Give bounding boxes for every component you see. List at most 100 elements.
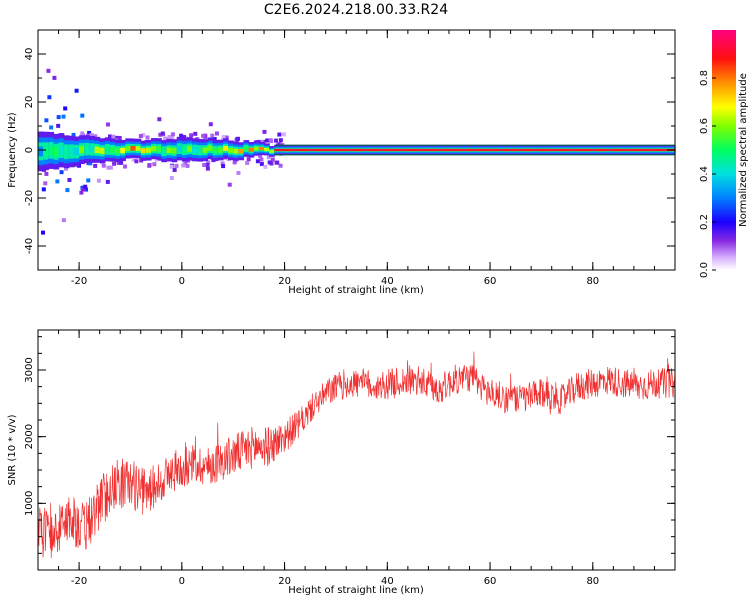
spectrogram-cell: [84, 145, 90, 153]
spectrogram-cell: [356, 148, 363, 152]
snr-x-tick-label: 0: [179, 576, 185, 587]
spectrogram-cell: [212, 147, 219, 154]
spectrogram-x-tick-label: 60: [484, 276, 497, 287]
spectrogram-cell: [222, 145, 229, 151]
spectrogram-cell: [73, 147, 80, 156]
spectrogram-cell: [140, 148, 147, 154]
spectrogram-cell: [67, 177, 72, 182]
spectrogram-cell: [192, 146, 198, 153]
spectrogram-cell: [515, 148, 522, 152]
spectrogram-cell: [174, 163, 179, 168]
spectrogram-axes: -20 0 20 40 60 80 40 20 0 -20 -40: [24, 29, 676, 287]
spectrogram-cell: [89, 133, 94, 138]
colorbar-ticks: 0.0 0.2 0.4 0.6 0.8: [699, 70, 716, 278]
spectrogram-cell: [80, 131, 85, 136]
spectrogram-cell: [41, 187, 46, 192]
spectrogram-cell: [269, 150, 275, 153]
spectrogram-cell: [125, 145, 132, 151]
spectrogram-cell: [270, 157, 275, 162]
snr-y-label: SNR (10 * v/v): [7, 414, 18, 485]
spectrogram-cell: [117, 135, 122, 140]
spectrogram-cell: [264, 147, 270, 151]
spectrogram-cell: [59, 170, 64, 175]
spectrogram-cell: [105, 122, 110, 127]
spectrogram-cell: [181, 146, 188, 153]
spectrogram-cell: [202, 147, 209, 153]
spectrogram-cell: [203, 134, 208, 139]
spectrogram-cell: [79, 190, 84, 195]
spectrogram-panel: -20 0 20 40 60 80 40 20 0 -20 -40 Height of straig…: [7, 29, 676, 296]
spectrogram-cell: [371, 148, 378, 152]
spectrogram-cell: [577, 148, 584, 152]
spectrogram-cell: [654, 148, 661, 152]
spectrogram-cell: [248, 147, 255, 152]
spectrogram-cell: [88, 161, 93, 166]
spectrogram-cell: [236, 136, 241, 141]
spectrogram-x-tick-label: 20: [278, 276, 291, 287]
spectrogram-cell: [56, 123, 61, 128]
colorbar-tick-label: 0.4: [699, 166, 710, 182]
snr-marks: [37, 351, 676, 559]
spectrogram-cell: [38, 146, 44, 157]
spectrogram-cell: [592, 148, 599, 152]
spectrogram-cell: [484, 148, 491, 152]
spectrogram-x-tick-label: 40: [381, 276, 394, 287]
spectrogram-cell: [205, 162, 210, 167]
spectrogram-cell: [392, 148, 399, 152]
spectrogram-cell: [79, 146, 85, 154]
spectrogram-cell: [179, 133, 184, 138]
spectrogram-frame: [37, 29, 676, 271]
spectrogram-cell: [310, 148, 317, 152]
spectrogram-cell: [490, 148, 496, 152]
spectrogram-cell: [438, 148, 445, 152]
spectrogram-cell: [402, 148, 409, 152]
spectrogram-x-tick-label: -20: [71, 276, 87, 287]
spectrogram-cell: [315, 148, 322, 152]
spectrogram-cell: [644, 148, 650, 152]
spectrogram-cell: [217, 147, 224, 153]
spectrogram-cell: [145, 147, 152, 153]
colorbar-gradient: [712, 30, 736, 270]
spectrogram-cell: [138, 134, 143, 139]
spectrogram-cell: [423, 148, 430, 152]
spectrogram-cell: [278, 138, 283, 143]
snr-axes: -20 0 20 40 60 80 3000 2000 1000: [24, 330, 676, 587]
spectrogram-cell: [131, 157, 136, 162]
spectrogram-cell: [214, 131, 219, 136]
spectrogram-cell: [186, 145, 193, 152]
spectrogram-cell: [551, 148, 558, 152]
spectrogram-cell: [603, 148, 609, 152]
spectrogram-cell: [171, 147, 178, 154]
spectrogram-cell: [63, 147, 70, 156]
spectrogram-cell: [43, 181, 48, 186]
spectrogram-cell: [108, 134, 113, 139]
snr-x-tick-label: 80: [586, 576, 599, 587]
spectrogram-cell: [546, 148, 553, 152]
spectrogram-cell: [52, 75, 57, 80]
spectrogram-cell: [258, 146, 265, 151]
spectrogram-cell: [299, 148, 306, 152]
spectrogram-cell: [561, 148, 568, 152]
spectrogram-cell: [40, 230, 45, 235]
spectrogram-cell: [245, 160, 250, 165]
spectrogram-cell: [341, 148, 347, 152]
spectrogram-x-tick-label: 80: [586, 276, 599, 287]
spectrogram-cell: [105, 179, 110, 184]
spectrogram-cell: [366, 148, 373, 152]
spectrogram-cell: [158, 132, 163, 137]
spectrogram-cell: [259, 162, 264, 167]
spectrogram-cell: [255, 159, 260, 164]
spectrogram-cell: [582, 148, 589, 152]
spectrogram-cell: [65, 188, 70, 193]
spectrogram-cell: [469, 148, 476, 152]
spectrogram-cell: [83, 184, 88, 189]
spectrogram-cell: [68, 147, 75, 156]
snr-y-tick-label: 2000: [24, 424, 35, 449]
spectrogram-cell: [243, 146, 250, 151]
spectrogram-cell: [448, 148, 455, 152]
spectrogram-cell: [163, 136, 168, 141]
spectrogram-cell: [61, 114, 66, 119]
spectrogram-cell: [181, 135, 186, 140]
spectrogram-cell: [206, 160, 211, 165]
